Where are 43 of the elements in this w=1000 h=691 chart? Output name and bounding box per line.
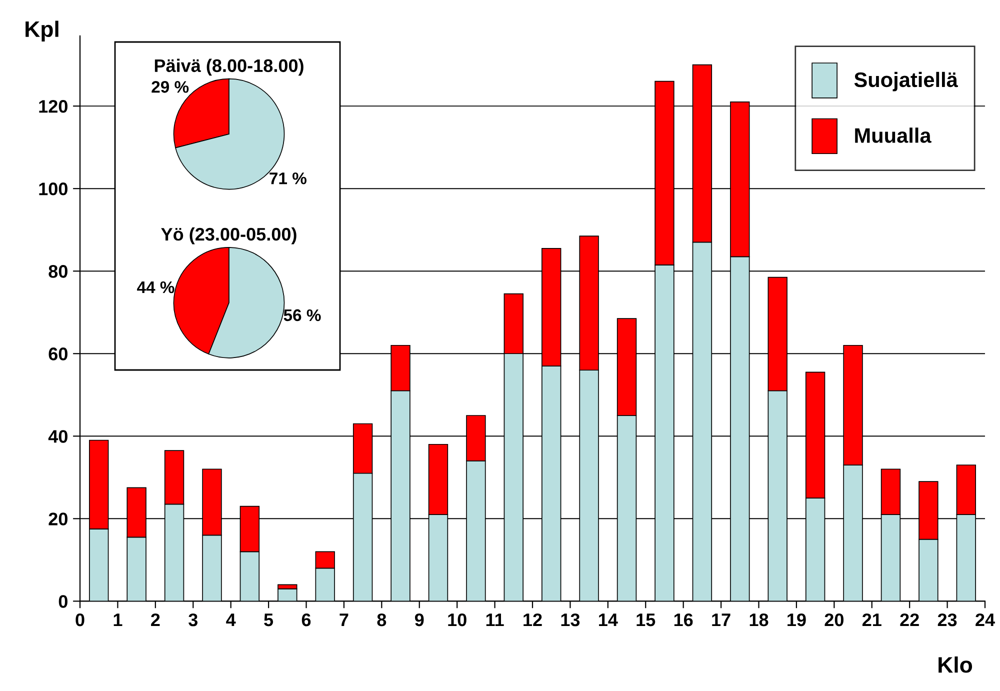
y-tick-label: 100	[39, 182, 68, 196]
x-tick-label: 6	[302, 613, 311, 626]
x-tick-label: 12	[524, 613, 542, 626]
x-tick-label: 18	[750, 613, 768, 626]
x-tick-label: 13	[561, 613, 580, 626]
legend-label: Muualla	[855, 128, 932, 143]
x-tick-label: 10	[448, 613, 466, 626]
y-tick-label: 80	[48, 265, 68, 278]
x-tick-label: 8	[377, 613, 386, 626]
x-tick-label: 11	[486, 614, 504, 626]
x-tick-label: 5	[264, 614, 274, 626]
x-tick-label: 21	[862, 613, 882, 626]
y-tick-label: 60	[48, 348, 68, 360]
x-tick-label: 9	[414, 613, 424, 626]
data-label: 29 %	[152, 81, 189, 93]
x-tick-label: 1	[114, 614, 122, 626]
x-tick-label: 23	[938, 613, 957, 626]
x-tick-label: 4	[226, 614, 236, 626]
chart-title: Yö (23.00-05.00)	[161, 227, 296, 244]
pie-slice	[175, 78, 285, 190]
x-tick-label: 7	[340, 614, 348, 626]
x-axis-title: Klo	[938, 656, 972, 673]
x-tick-label: 20	[824, 613, 844, 626]
data-label: 71 %	[270, 172, 306, 184]
x-tick-label: 22	[900, 613, 919, 626]
legend-label: Suojatiellä	[854, 72, 958, 92]
x-tick-label: 19	[788, 613, 806, 626]
y-tick-label: 0	[58, 595, 68, 608]
x-tick-label: 14	[599, 614, 618, 626]
y-tick-label: 40	[48, 430, 68, 443]
x-tick-label: 17	[712, 614, 730, 626]
x-tick-label: 15	[636, 614, 656, 626]
data-label: 44 %	[137, 281, 174, 294]
y-axis-title: Kpl	[26, 20, 58, 42]
data-label: 56 %	[284, 309, 321, 322]
x-tick-label: 16	[674, 613, 693, 626]
chart-title: Päivä (8.00-18.00)	[154, 58, 304, 76]
x-tick-label: 2	[151, 613, 160, 626]
x-tick-label: 24	[976, 613, 995, 626]
y-tick-label: 120	[39, 100, 68, 113]
x-tick-label: 0	[76, 613, 84, 626]
y-tick-label: 20	[48, 512, 68, 526]
x-tick-label: 3	[188, 613, 198, 626]
